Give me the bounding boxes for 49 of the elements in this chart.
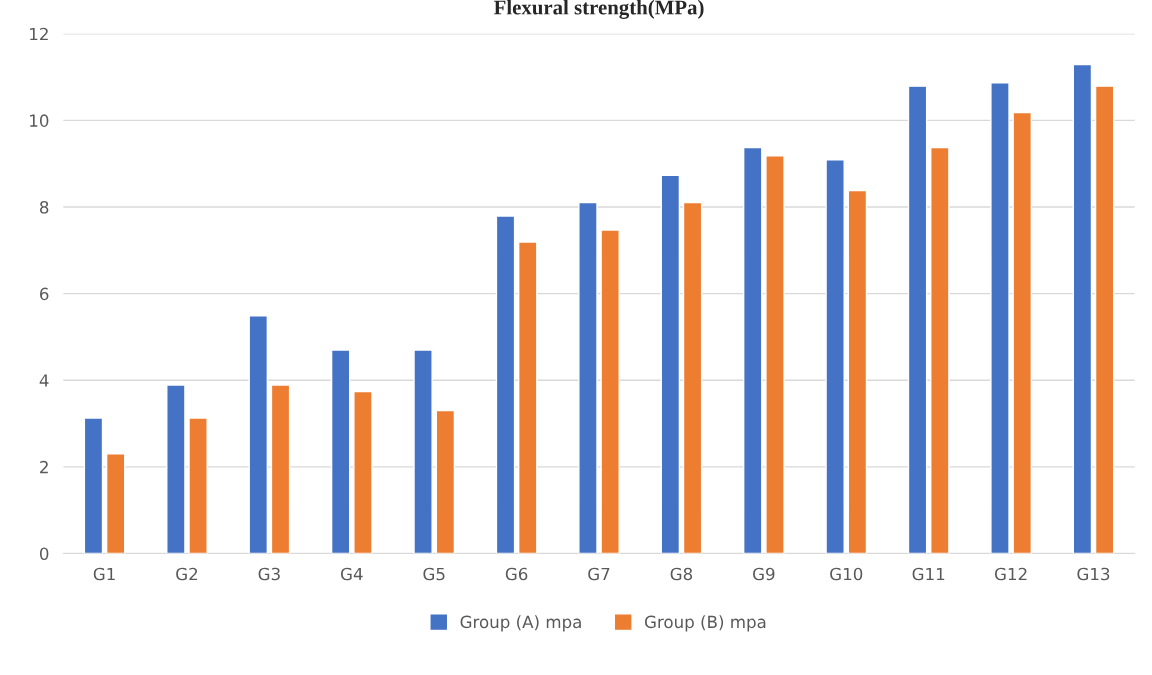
bar bbox=[990, 81, 1010, 554]
legend-label: Group (A) mpa bbox=[460, 615, 581, 632]
x-tick-label: G11 bbox=[912, 567, 945, 581]
bar bbox=[435, 409, 456, 554]
y-tick-label: 2 bbox=[40, 460, 48, 474]
bar bbox=[83, 417, 104, 554]
x-tick-label: G4 bbox=[340, 567, 363, 581]
x-tick-label: G7 bbox=[588, 567, 610, 581]
bar bbox=[825, 159, 845, 554]
bar bbox=[742, 146, 763, 554]
chart-title: Flexural strength(MPa) bbox=[493, 0, 704, 19]
x-tick-label: G8 bbox=[670, 567, 693, 581]
x-tick-label: G1 bbox=[93, 567, 115, 581]
y-tick-label: 6 bbox=[40, 287, 49, 301]
y-tick-label: 8 bbox=[40, 200, 49, 214]
bar bbox=[847, 189, 868, 554]
x-tick-label: G9 bbox=[753, 567, 775, 581]
bar bbox=[188, 417, 208, 554]
bar bbox=[248, 315, 269, 554]
bar bbox=[930, 146, 950, 554]
y-tick-label: 4 bbox=[39, 374, 49, 387]
bar bbox=[166, 384, 186, 554]
bar bbox=[517, 241, 538, 554]
x-tick-label: G13 bbox=[1077, 567, 1110, 581]
x-tick-label: G5 bbox=[423, 567, 445, 581]
x-tick-label: G2 bbox=[176, 567, 198, 581]
bar bbox=[660, 174, 681, 554]
bar bbox=[682, 201, 703, 554]
bar bbox=[1094, 85, 1115, 554]
y-tick-label: 10 bbox=[30, 114, 49, 127]
x-tick-label: G6 bbox=[505, 567, 528, 581]
bar bbox=[907, 85, 928, 554]
bar bbox=[600, 229, 620, 554]
bar bbox=[353, 390, 373, 554]
y-tick-label: 12 bbox=[30, 27, 48, 41]
bar bbox=[330, 349, 351, 554]
x-tick-label: G12 bbox=[994, 567, 1027, 581]
bar bbox=[495, 215, 516, 554]
bar bbox=[1012, 111, 1032, 554]
bar bbox=[1072, 63, 1093, 554]
bar bbox=[270, 384, 291, 554]
bar bbox=[578, 201, 598, 554]
y-tick-label: 0 bbox=[39, 547, 49, 561]
x-tick-label: G3 bbox=[258, 567, 280, 581]
x-tick-label: G10 bbox=[830, 567, 863, 581]
bar bbox=[105, 453, 126, 554]
bar bbox=[765, 155, 785, 554]
legend-label: Group (B) mpa bbox=[644, 615, 766, 632]
bar bbox=[413, 349, 433, 554]
